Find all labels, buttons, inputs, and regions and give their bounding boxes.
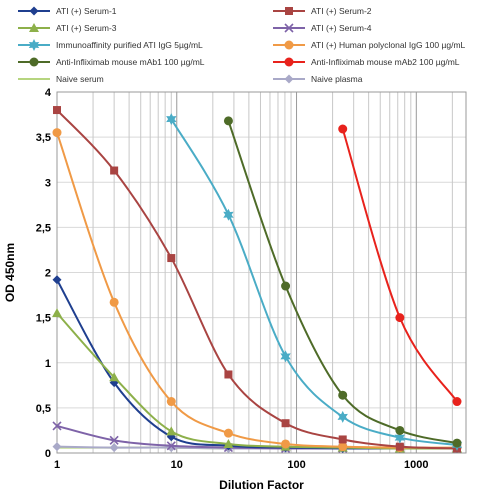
data-point	[284, 23, 294, 33]
data-point	[110, 166, 119, 175]
plot-frame	[56, 91, 467, 454]
data-point	[109, 297, 119, 307]
data-point	[52, 275, 62, 285]
data-point	[223, 116, 233, 126]
legend-label: Anti-Infliximab mouse mAb1 100 µg/mL	[56, 57, 205, 67]
legend-entry: Naive plasma	[273, 74, 363, 84]
y-tick-label: 0	[45, 448, 51, 460]
data-point	[109, 443, 119, 453]
data-point	[166, 397, 176, 407]
data-point	[29, 6, 39, 16]
data-point	[284, 74, 294, 84]
x-tick-label: 1000	[404, 459, 428, 471]
legend-entry: ATI (+) Serum-4	[273, 23, 372, 33]
y-tick-label: 1,5	[36, 313, 51, 325]
data-point	[395, 442, 404, 451]
series-6	[223, 116, 462, 448]
legend-entry: Anti-Infliximab mouse mAb2 100 µg/mL	[273, 57, 460, 67]
legend-entry: Anti-Infliximab mouse mAb1 100 µg/mL	[18, 57, 205, 67]
y-tick-label: 1	[45, 358, 51, 370]
data-point	[338, 390, 348, 400]
data-point	[52, 308, 62, 318]
data-point	[281, 439, 291, 449]
data-point	[338, 435, 347, 444]
y-tick-label: 2	[45, 268, 51, 280]
legend-label: Naive plasma	[311, 74, 363, 84]
y-axis-title: OD 450nm	[3, 243, 17, 302]
y-tick-label: 2,5	[36, 222, 51, 234]
x-axis-title: Dilution Factor	[219, 478, 304, 492]
data-point	[223, 208, 234, 221]
data-point	[109, 372, 120, 382]
data-point	[452, 397, 462, 407]
data-point	[166, 426, 177, 436]
x-tick-label: 1	[54, 459, 60, 471]
data-point	[166, 441, 176, 451]
y-axis-ticks: 0 0,5 1 1,5 2 2,5 3 3,5 4	[36, 87, 52, 460]
legend-label: Naive serum	[56, 74, 104, 84]
legend-entry: ATI (+) Human polyclonal IgG 100 µg/mL	[273, 40, 466, 50]
data-point	[52, 442, 62, 452]
y-tick-label: 4	[45, 87, 52, 99]
x-tick-label: 100	[287, 459, 305, 471]
data-point	[29, 57, 39, 67]
data-point	[109, 435, 119, 445]
data-point	[284, 57, 294, 67]
legend-label: ATI (+) Serum-1	[56, 6, 117, 16]
data-point	[394, 431, 406, 444]
y-tick-label: 3	[45, 177, 51, 189]
x-axis-ticks: 1 10 100 1000	[54, 459, 429, 471]
legend-entry: ATI (+) Serum-3	[18, 23, 117, 33]
legend-label: ATI (+) Serum-3	[56, 23, 117, 33]
legend-entry: Naive serum	[18, 74, 104, 84]
data-point	[52, 421, 62, 431]
data-point	[280, 350, 291, 363]
data-point	[395, 313, 405, 323]
data-point	[166, 113, 177, 126]
legend-label: ATI (+) Serum-2	[311, 6, 372, 16]
data-point	[167, 254, 176, 263]
data-point	[338, 442, 348, 452]
legend-entry: Immunoaffinity purified ATI IgG 5µg/mL	[18, 39, 203, 51]
legend-entry: ATI (+) Serum-1	[18, 6, 117, 16]
series-line	[341, 128, 458, 403]
series-5	[52, 128, 462, 453]
legend-entry: ATI (+) Serum-2	[273, 6, 372, 16]
data-point	[281, 281, 291, 291]
data-point	[452, 438, 462, 448]
x-tick-label: 10	[171, 459, 183, 471]
data-point	[52, 128, 62, 138]
data-point	[28, 39, 40, 51]
data-point	[223, 428, 233, 438]
series-7	[338, 124, 462, 407]
data-point	[337, 410, 348, 423]
series-layer	[52, 106, 463, 454]
data-point	[224, 370, 233, 379]
data-point	[395, 425, 405, 435]
data-point	[53, 106, 61, 115]
data-point	[284, 40, 294, 50]
data-point	[338, 124, 348, 134]
data-point	[281, 419, 290, 428]
legend-label: ATI (+) Serum-4	[311, 23, 372, 33]
data-point	[223, 438, 234, 448]
y-tick-label: 0,5	[36, 403, 51, 415]
y-tick-label: 3,5	[36, 132, 51, 144]
legend-label: Anti-Infliximab mouse mAb2 100 µg/mL	[311, 57, 460, 67]
data-point	[29, 23, 39, 32]
legend: ATI (+) Serum-1 ATI (+) Serum-2 ATI (+) Se…	[18, 6, 466, 84]
legend-label: ATI (+) Human polyclonal IgG 100 µg/mL	[311, 40, 466, 50]
data-point	[285, 7, 293, 15]
legend-label: Immunoaffinity purified ATI IgG 5µg/mL	[56, 40, 203, 50]
